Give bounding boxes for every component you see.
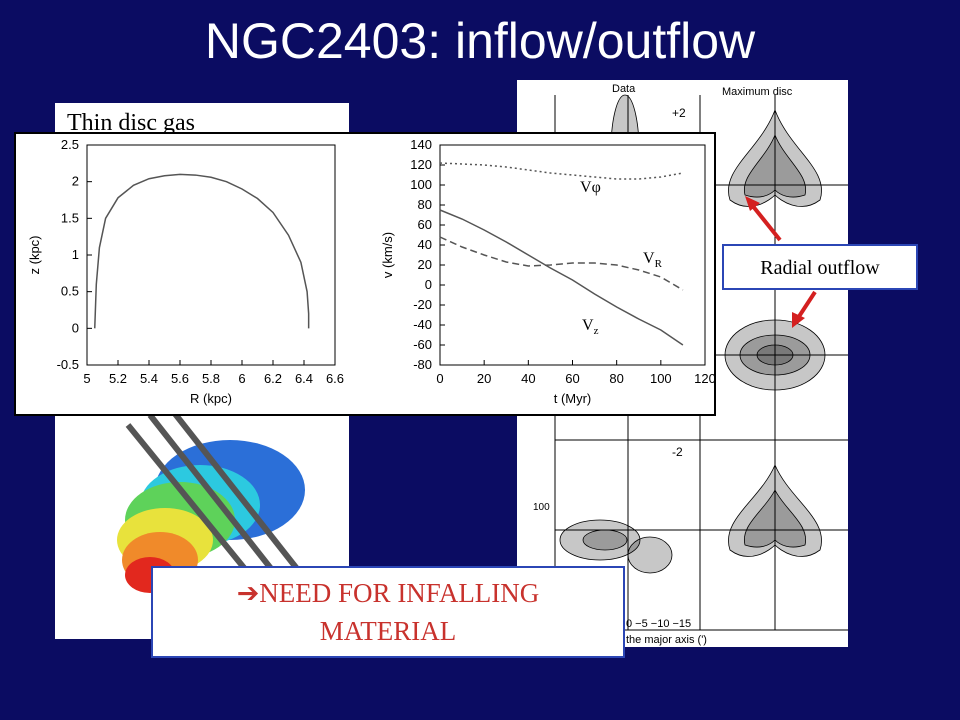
x-tick-label: 6: [238, 371, 245, 386]
contour: [756, 344, 794, 366]
series-label: VR: [643, 250, 663, 270]
series-label-sub: φ: [592, 179, 601, 196]
pv-marker: +2: [672, 106, 686, 120]
x-tick-label: 20: [477, 371, 491, 386]
contour: [739, 334, 811, 376]
slit: [147, 413, 283, 582]
x-tick-label: 80: [609, 371, 623, 386]
y-tick-label: 2: [72, 174, 79, 189]
y-axis-label: z (kpc): [27, 236, 42, 275]
pv-header: Data: [612, 83, 636, 95]
arrow-head: [745, 196, 760, 211]
series-label-main: V: [582, 317, 594, 334]
pv-x-label: the major axis ('): [626, 634, 707, 646]
series-label-sub: R: [655, 258, 663, 270]
y-tick-label: 1: [72, 247, 79, 262]
series-label-main: V: [580, 179, 592, 196]
x-tick-label: 5.4: [140, 371, 158, 386]
y-tick-label: 20: [418, 257, 432, 272]
plots: 5 5.2 5.4 5.6 5.8 6 6.2 6.4 6.6 -0.5 0 0.5 1 1.5 2 2.5 R…: [27, 137, 716, 406]
series-line: [439, 209, 684, 346]
y-tick-label: 0.5: [61, 284, 79, 299]
x-tick-label: 0: [436, 371, 443, 386]
x-tick-label: 6.4: [295, 371, 313, 386]
velocity-field: [117, 408, 305, 593]
x-tick-label: 6.2: [264, 371, 282, 386]
y-tick-label: 1.5: [61, 210, 79, 225]
y-tick-label: 140: [410, 137, 432, 152]
pv-marker: -2: [672, 445, 683, 459]
contour: [582, 529, 628, 551]
y-tick-label: 100: [410, 177, 432, 192]
contour: [743, 133, 807, 198]
y-tick-label: -80: [413, 357, 432, 372]
x-axis-label: R (kpc): [190, 391, 232, 406]
contour: [728, 108, 822, 207]
plot-box: [14, 132, 716, 416]
y-axis-label: v (km/s): [380, 232, 395, 278]
contour: [743, 489, 807, 548]
x-tick-label: 6.6: [326, 371, 344, 386]
x-tick-label: 120: [694, 371, 716, 386]
series-label: Vz: [582, 317, 599, 337]
series-label-sub: z: [594, 325, 599, 337]
y-tick-label: -40: [413, 317, 432, 332]
y-tick-label: 2.5: [61, 137, 79, 152]
callout-box: [722, 244, 918, 290]
arrow-head: [792, 312, 805, 328]
y-tick-label: -20: [413, 297, 432, 312]
y-tick-label: 80: [418, 197, 432, 212]
x-tick-label: 5.2: [109, 371, 127, 386]
x-tick-label: 5: [83, 371, 90, 386]
series-label: Vφ: [580, 179, 601, 196]
x-tick-label: 5.8: [202, 371, 220, 386]
arrow: [796, 290, 817, 320]
slit: [125, 423, 265, 592]
contour: [728, 463, 822, 557]
y-tick-label: 40: [418, 237, 432, 252]
y-tick-label: 120: [410, 157, 432, 172]
series-line: [94, 173, 310, 329]
pv-header: Maximum disc: [722, 86, 793, 98]
pv-x-ticks: 0 −5 −10 −15: [626, 618, 691, 630]
contour: [559, 519, 641, 561]
contour: [724, 319, 826, 391]
contour: [627, 536, 673, 574]
x-axis-label: t (Myr): [554, 391, 592, 406]
y-tick-label: -0.5: [57, 357, 79, 372]
series-line: [439, 162, 684, 180]
conclusion-line: MATERIAL: [320, 616, 457, 646]
y-tick-label: -60: [413, 337, 432, 352]
x-tick-label: 100: [650, 371, 672, 386]
x-tick-label: 60: [565, 371, 579, 386]
x-tick-label: 40: [521, 371, 535, 386]
x-tick-label: 5.6: [171, 371, 189, 386]
slide-title: NGC2403: inflow/outflow: [205, 13, 756, 69]
slit: [169, 408, 301, 572]
y-tick-label: 0: [425, 277, 432, 292]
pv-y-label: 100: [533, 502, 550, 513]
conclusion-line: ➔NEED FOR INFALLING: [237, 578, 540, 608]
y-tick-label: 0: [72, 320, 79, 335]
series-line: [439, 236, 684, 291]
callout-text: Radial outflow: [760, 257, 880, 279]
arrow: [750, 203, 782, 242]
panel-label: Thin disc gas: [67, 110, 195, 136]
conclusion-box: [151, 566, 625, 658]
series-label-main: V: [643, 250, 655, 267]
y-tick-label: 60: [418, 217, 432, 232]
